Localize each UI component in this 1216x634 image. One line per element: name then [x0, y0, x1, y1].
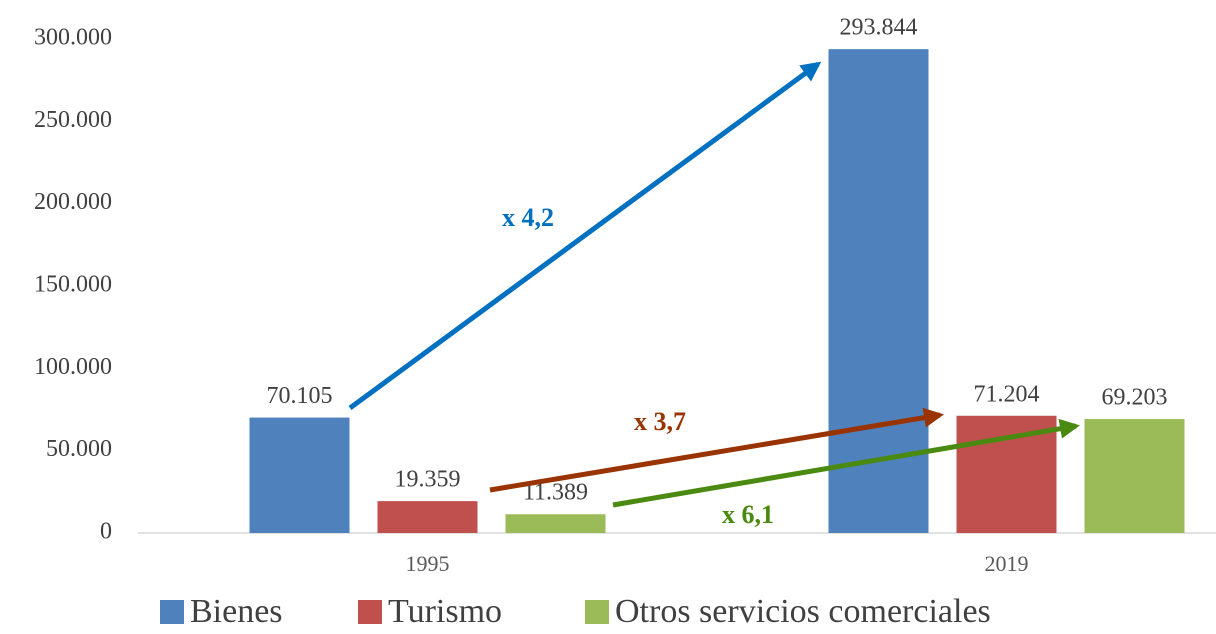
value-label: 69.203	[1102, 385, 1168, 411]
legend-swatch	[160, 600, 184, 624]
value-label: 293.844	[840, 15, 918, 41]
legend-label: Turismo	[388, 593, 502, 630]
bar	[956, 415, 1057, 533]
x-tick-label: 1995	[406, 551, 450, 576]
annotation-arrow	[348, 61, 822, 411]
bar	[1084, 419, 1185, 533]
value-label: 70.105	[267, 383, 333, 409]
bar	[249, 417, 350, 533]
value-label: 19.359	[395, 467, 461, 493]
value-label: 71.204	[974, 381, 1040, 407]
y-tick-label: 0	[100, 519, 112, 545]
y-tick-label: 150.000	[34, 272, 112, 298]
y-tick-label: 50.000	[46, 436, 112, 462]
annotation: x 4,2	[502, 203, 554, 232]
legend-label: Bienes	[190, 593, 283, 630]
legend-swatch	[358, 600, 382, 624]
legend-label: Otros servicios comerciales	[615, 593, 991, 630]
bar	[377, 501, 478, 533]
legend-swatch	[585, 600, 609, 624]
y-tick-label: 200.000	[34, 189, 112, 215]
annotation: x 6,1	[722, 500, 774, 529]
bar	[505, 514, 606, 533]
annotation-arrow	[489, 407, 944, 493]
y-tick-label: 300.000	[34, 25, 112, 51]
y-tick-label: 100.000	[34, 354, 112, 380]
annotation-arrow	[612, 418, 1080, 508]
annotation: x 3,7	[634, 407, 686, 436]
x-tick-label: 2019	[985, 551, 1029, 576]
y-tick-label: 250.000	[34, 107, 112, 133]
